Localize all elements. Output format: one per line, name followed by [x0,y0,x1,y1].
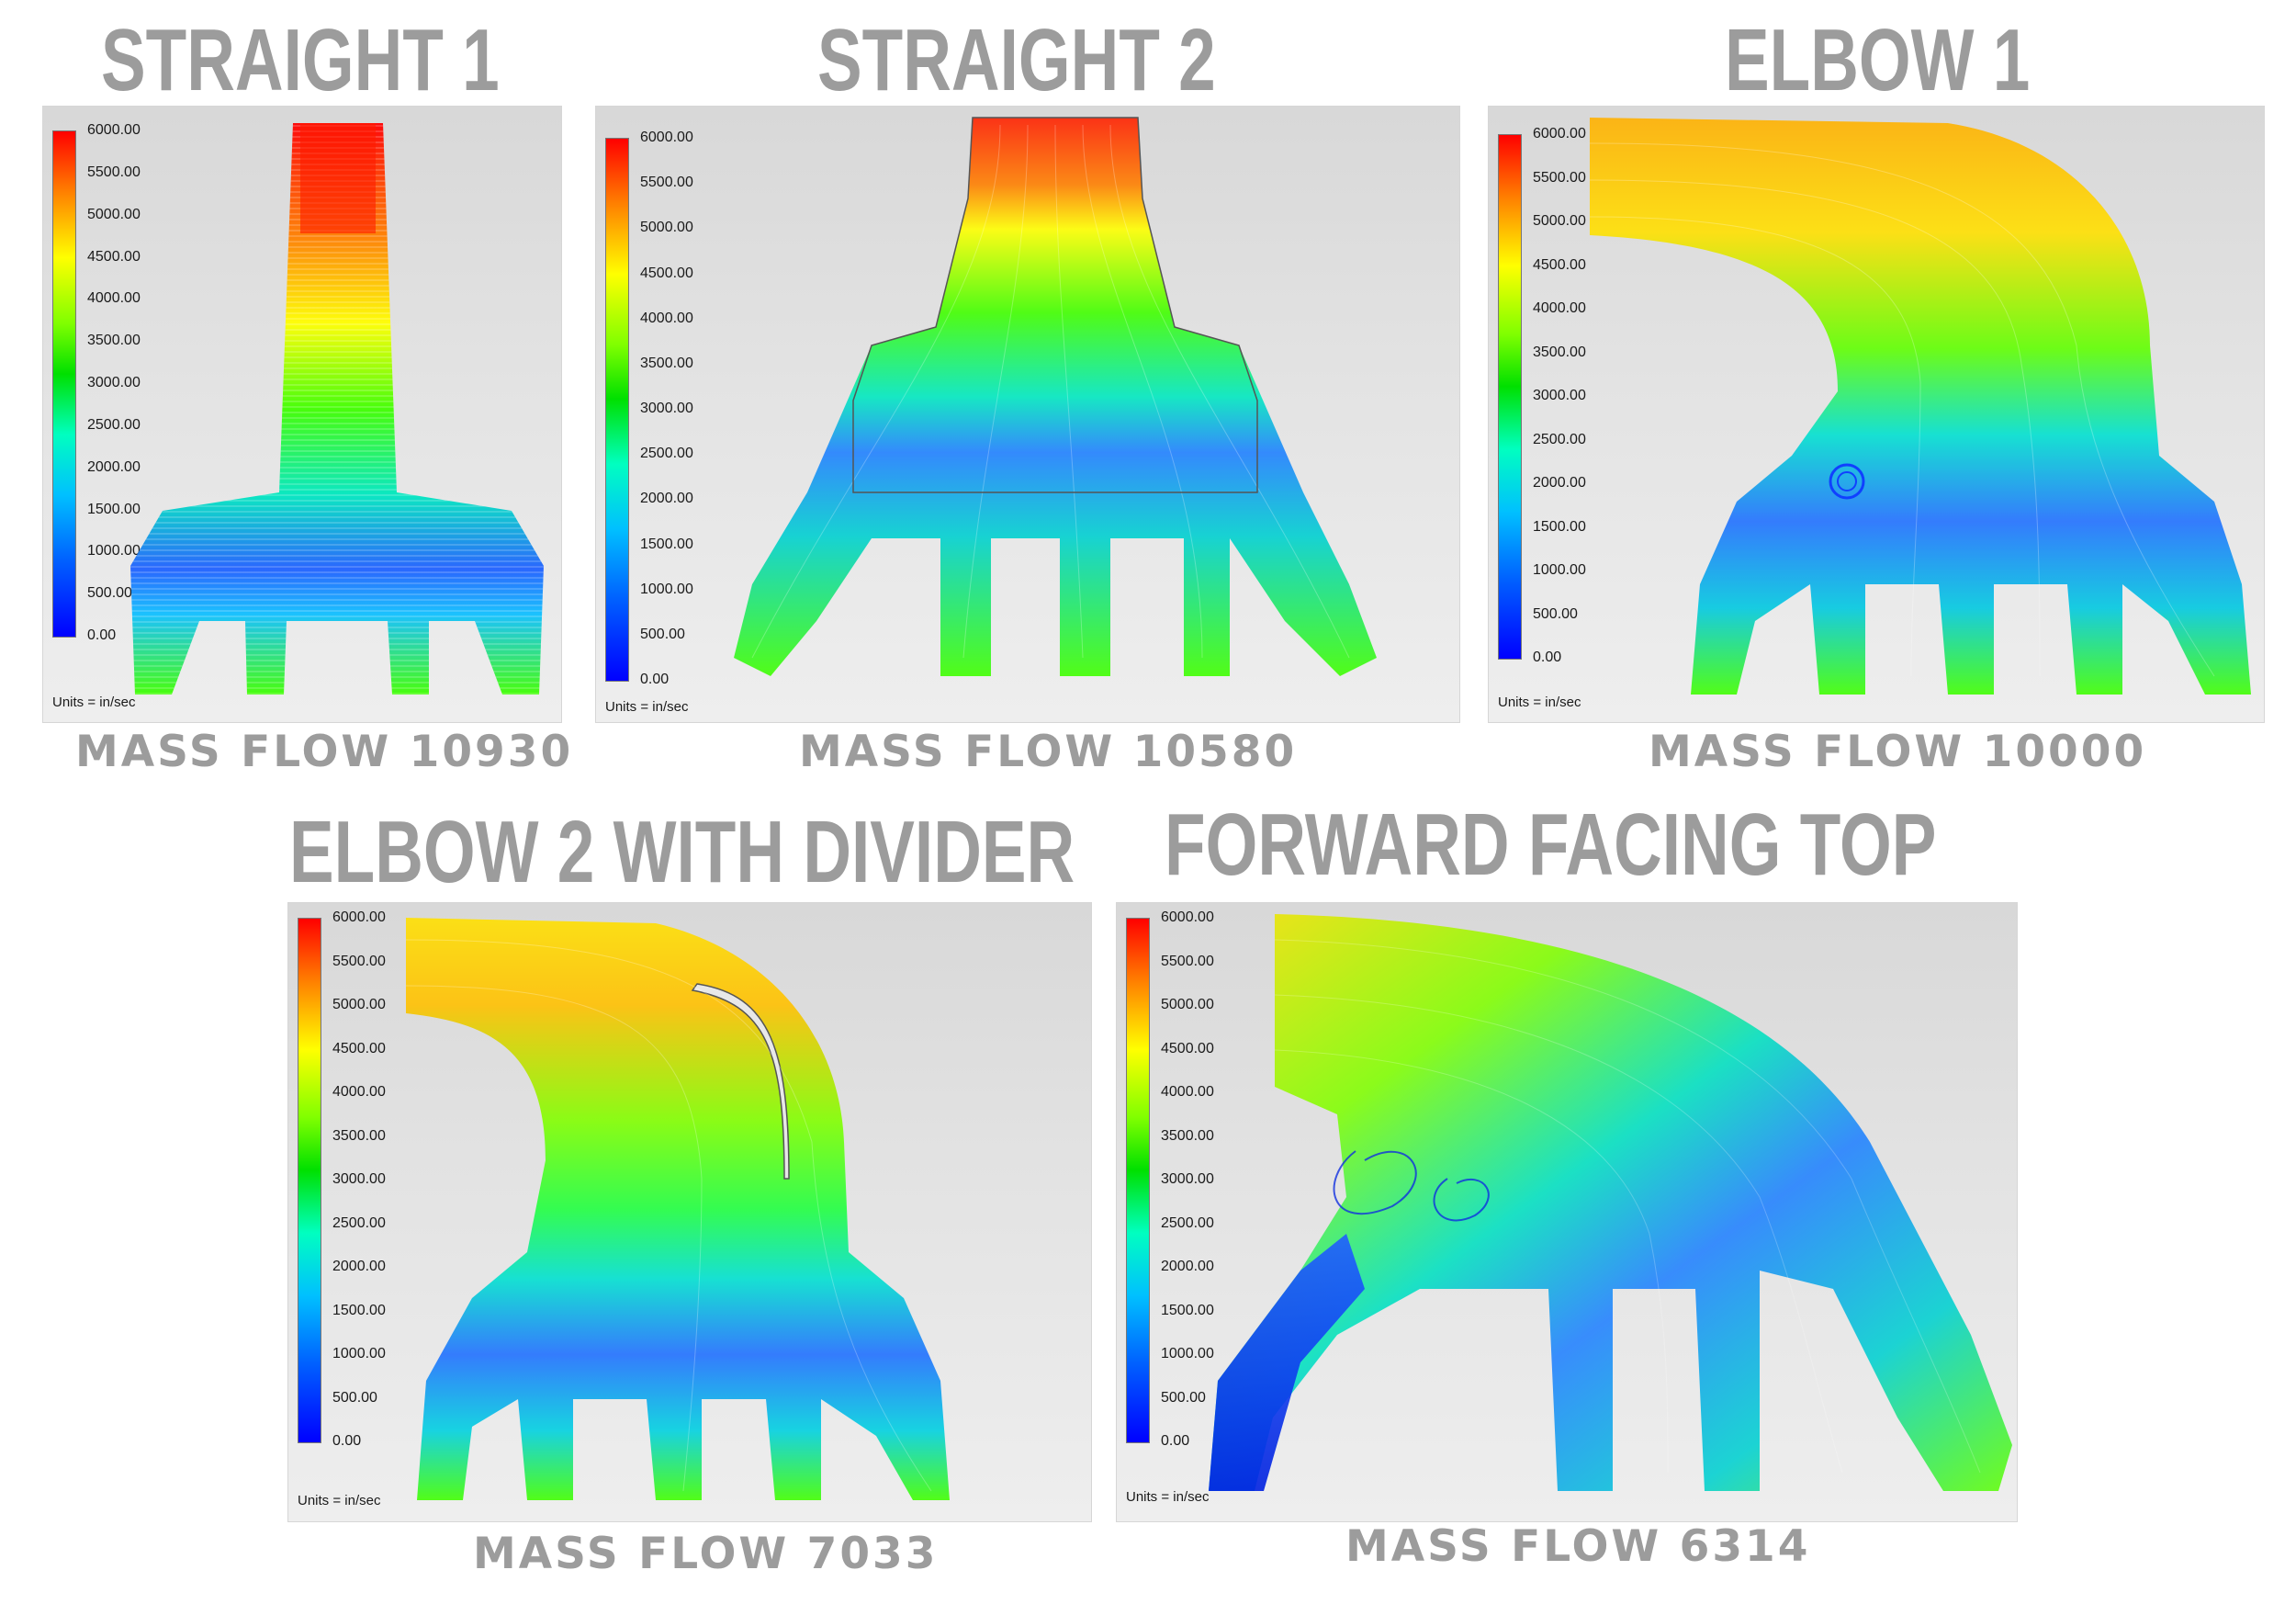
mass-flow-elbow-2-with-divider: MASS FLOW 7033 [473,1529,939,1579]
legend-tick-label: 3500.00 [87,333,141,349]
legend-tick-label: 6000.00 [640,130,693,145]
legend-tick-label: 2500.00 [87,416,141,433]
legend-tick-label: 4500.00 [1533,256,1586,273]
legend-tick-label: 6000.00 [87,122,141,138]
legend-tick-label: 1500.00 [332,1302,386,1318]
panel-title-elbow-1: ELBOW 1 [1725,11,2031,109]
streamline-plot [734,117,1377,676]
legend-tick-label: 2000.00 [640,491,693,507]
mass-flow-forward-facing-top: MASS FLOW 6314 [1345,1521,1811,1572]
cfd-panel-elbow-2-with-divider: 6000.00 5500.00 5000.00 4500.00 4000.00 3500.… [287,902,1092,1522]
legend-tick-label: 5500.00 [1161,953,1214,969]
legend-tick-label: 500.00 [1533,605,1578,622]
legend-tick-label: 0.00 [1533,650,1562,665]
color-scale-bar [605,138,629,682]
legend-tick-label: 2000.00 [1533,475,1586,491]
legend-tick-label: 5000.00 [332,997,386,1012]
legend-tick-label: 5500.00 [87,164,141,180]
legend-tick-label: 500.00 [87,585,132,602]
units-label: Units = in/sec [1126,1489,1210,1505]
legend-tick-label: 5500.00 [1533,169,1586,186]
legend-tick-label: 3500.00 [1533,344,1586,360]
legend-tick-label: 1000.00 [332,1346,386,1361]
legend-tick-label: 2000.00 [1161,1259,1214,1274]
cfd-panel-straight-1: 6000.00 5500.00 5000.00 4500.00 4000.00 3500.… [42,106,562,723]
cfd-panel-forward-facing-top: 6000.00 5500.00 5000.00 4500.00 4000.00 3500.… [1116,902,2018,1522]
legend-tick-label: 2500.00 [332,1214,386,1231]
legend-tick-label: 0.00 [640,672,670,687]
legend-tick-label: 1000.00 [640,581,693,597]
legend-tick-label: 5000.00 [1161,997,1214,1012]
color-scale-bar [1498,134,1522,660]
streamline-plot [1209,914,2012,1491]
legend-tick-label: 2500.00 [1161,1214,1214,1231]
cfd-panel-straight-2: 6000.00 5500.00 5000.00 4500.00 4000.00 3500.… [595,106,1460,723]
units-label: Units = in/sec [1498,695,1581,710]
legend-tick-label: 5000.00 [1533,213,1586,229]
legend-tick-label: 3000.00 [332,1171,386,1187]
mass-flow-elbow-1: MASS FLOW 10000 [1649,727,2147,777]
legend-tick-label: 4500.00 [640,265,693,281]
legend-tick-label: 4500.00 [87,248,141,265]
legend-tick-label: 4000.00 [1533,300,1586,316]
legend-tick-label: 4000.00 [332,1084,386,1100]
legend-tick-label: 2000.00 [87,458,141,475]
streamline-plot [130,123,544,695]
legend-tick-label: 0.00 [332,1433,362,1449]
legend-tick-label: 4000.00 [87,290,141,307]
legend-tick-label: 5000.00 [640,220,693,236]
legend-tick-label: 500.00 [332,1389,377,1406]
legend-tick-label: 1500.00 [1533,518,1586,535]
legend-tick-label: 1000.00 [1161,1346,1214,1361]
legend-tick-label: 1500.00 [1161,1302,1214,1318]
legend-tick-label: 500.00 [640,626,685,642]
legend-tick-label: 3500.00 [640,355,693,371]
color-scale-bar [52,130,76,638]
legend-tick-label: 4000.00 [1161,1084,1214,1100]
units-label: Units = in/sec [52,695,136,710]
legend-tick-label: 1500.00 [87,501,141,517]
mass-flow-straight-2: MASS FLOW 10580 [799,727,1298,777]
legend-tick-label: 3000.00 [87,375,141,390]
legend-tick-label: 3000.00 [1161,1171,1214,1187]
color-scale-bar [298,918,321,1443]
legend-tick-label: 1000.00 [1533,562,1586,578]
panel-title-elbow-2-with-divider: ELBOW 2 WITH DIVIDER [289,803,1075,901]
legend-tick-label: 0.00 [1161,1433,1190,1449]
streamline-plot [405,918,950,1500]
legend-tick-label: 5000.00 [87,206,141,222]
legend-tick-label: 2500.00 [640,446,693,462]
legend-tick-label: 1500.00 [640,536,693,552]
legend-tick-label: 4500.00 [332,1040,386,1056]
legend-tick-label: 3500.00 [1161,1127,1214,1144]
legend-tick-label: 2000.00 [332,1259,386,1274]
legend-tick-label: 6000.00 [332,909,386,925]
legend-tick-label: 3000.00 [1533,388,1586,403]
legend-tick-label: 2500.00 [1533,431,1586,447]
legend-tick-label: 1000.00 [87,543,141,559]
legend-tick-label: 3000.00 [640,401,693,416]
legend-tick-label: 5500.00 [332,953,386,969]
legend-tick-label: 6000.00 [1161,909,1214,925]
panel-title-straight-1: STRAIGHT 1 [101,11,500,109]
units-label: Units = in/sec [298,1493,381,1508]
units-label: Units = in/sec [605,699,689,715]
legend-tick-label: 500.00 [1161,1389,1206,1406]
panel-title-straight-2: STRAIGHT 2 [817,11,1216,109]
legend-tick-label: 4000.00 [640,310,693,326]
legend-tick-label: 4500.00 [1161,1040,1214,1056]
legend-tick-label: 5500.00 [640,175,693,191]
color-scale-bar [1126,918,1150,1443]
legend-tick-label: 6000.00 [1533,126,1586,141]
panel-title-forward-facing-top: FORWARD FACING TOP [1165,796,1937,894]
mass-flow-straight-1: MASS FLOW 10930 [75,727,574,777]
legend-tick-label: 0.00 [87,627,117,643]
cfd-panel-elbow-1: 6000.00 5500.00 5000.00 4500.00 4000.00 3500.… [1488,106,2265,723]
legend-tick-label: 3500.00 [332,1127,386,1144]
streamline-plot [1589,118,2251,695]
